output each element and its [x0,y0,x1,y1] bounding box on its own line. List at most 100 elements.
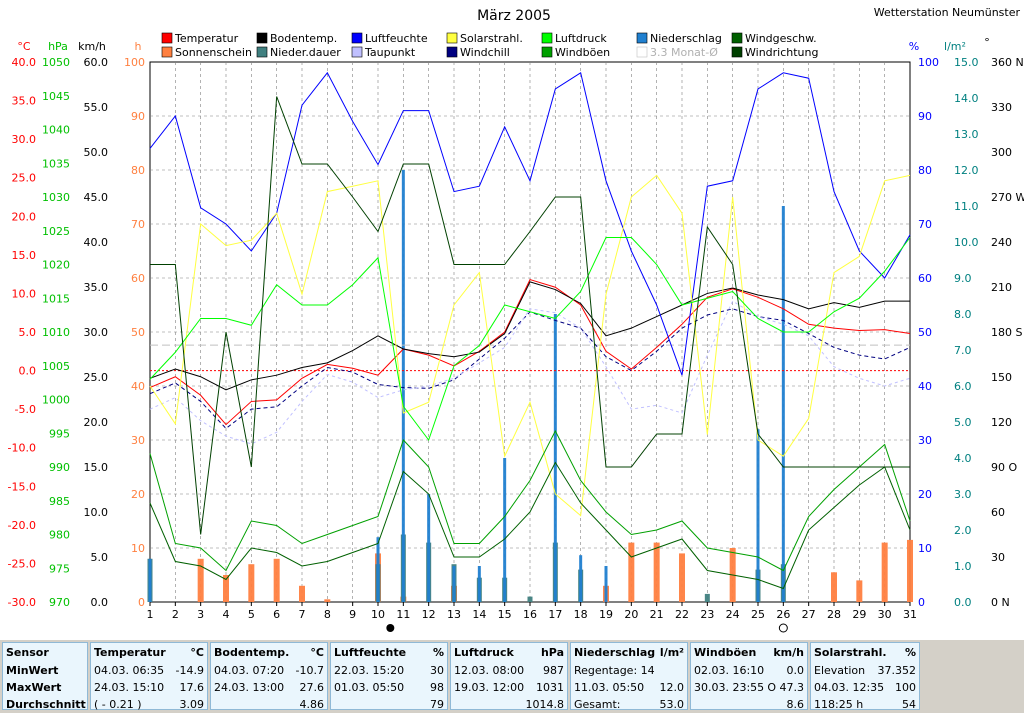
axis-tick-label: 20.0 [84,416,109,429]
axis-tick-label: 90 O [991,461,1017,474]
legend-swatch [636,46,648,58]
axis-tick-label: 50.0 [84,146,109,159]
axis-tick-label: 0.0 [954,596,972,609]
x-tick-label: 14 [472,608,486,621]
bar-sonnenschein [299,585,305,602]
axis-tick-label: -25.0 [8,557,36,570]
axis-tick-label: 980 [49,529,70,542]
axis-tick-label: 13.0 [954,128,979,141]
stats-panel-heading: Solarstrahl. [814,646,887,659]
x-tick-label: 4 [223,608,230,621]
stats-cell-label: 11.03. 05:50 [574,681,645,694]
axis-tick-label: 15.0 [12,249,37,262]
bar-sonnenschein [273,558,280,602]
legend-label: Bodentemp. [270,32,337,45]
bar-niederschlag [604,566,608,602]
stats-cell-value: 37.352 [877,664,917,677]
x-tick-label: 29 [852,608,866,621]
bar-niederschlag [452,566,456,602]
x-tick-label: 15 [498,608,512,621]
axis-tick-label: 25.0 [12,172,37,185]
bar-sonnenschein [248,564,255,602]
axis-tick-label: 1035 [42,157,70,170]
axis-tick-label: 30.0 [84,326,109,339]
axis-tick-label: 40.0 [12,56,37,69]
axis-tick-label: 90 [131,110,145,123]
bar-niederschlag [579,555,583,602]
stats-panel: Niederschlag l/m² Regentage: 14 11.03. 05:5… [570,642,688,711]
stats-row: 12.03. 08:00 987 [454,663,564,679]
stats-row: 04.03. 12:35 100 [814,680,916,696]
axis-tick-label: 300 [991,146,1012,159]
stats-panel-heading: Sensor [6,646,49,659]
axis-tick-label: 80 [918,164,932,177]
legend-label: Windböen [555,46,610,59]
stats-panel: Solarstrahl.% Elevation 37.352 04.03. 12:35… [810,642,920,711]
stats-cell-value: 3.09 [179,698,205,711]
series-line-luftdruck [149,237,911,442]
axis-tick-label: 50 [918,326,932,339]
axis-unit-label: km/h [78,40,106,53]
bar-niederschlag [477,566,481,602]
stats-row: 02.03. 16:10 0.0 [694,663,804,679]
x-tick-label: 6 [273,608,280,621]
x-tick-label: 3 [197,608,204,621]
stats-panel-title: Luftfeuchte% [334,646,444,659]
legend-label: Taupunkt [364,46,416,59]
stats-cell-label: 01.03. 05:50 [334,681,405,694]
series-line-windgeschw [149,461,911,590]
axis-tick-label: 985 [49,495,70,508]
axis-tick-label: 35.0 [12,95,37,108]
axis-tick-label: -20.0 [8,519,36,532]
stats-row: 8.6 [694,697,805,713]
axis-tick-label: 1005 [42,360,70,373]
axis-tick-label: 1050 [42,56,70,69]
x-tick-label: 13 [447,608,461,621]
axis-tick-label: 20 [131,488,145,501]
stats-panel-unit: l/m² [659,646,684,659]
legend-swatch [541,32,553,44]
axis-tick-label: 1025 [42,225,70,238]
full-moon-icon [778,623,788,633]
axis-tick-label: 7.0 [954,344,972,357]
x-tick-label: 27 [802,608,816,621]
bar-sonnenschein [628,542,635,602]
stats-cell-label: 24.03. 13:00 [214,681,285,694]
stats-cell-value: 4.86 [299,698,325,711]
axis-tick-label: 55.0 [84,101,109,114]
bar-sonnenschein [197,558,204,602]
axis-unit-label: ° [984,36,990,49]
axis-tick-label: 4.0 [954,452,972,465]
axis-tick-label: 5.0 [19,326,37,339]
stats-panel-unit: km/h [773,646,804,659]
stats-cell-label: 02.03. 16:10 [694,664,765,677]
stats-cell-label: Regentage: 14 [574,664,655,677]
stats-panel-heading: Niederschlag [574,646,656,659]
axis-tick-label: 60 [991,506,1005,519]
x-tick-label: 5 [248,608,255,621]
stats-cell-value: 30 [430,664,444,677]
bar-niederschlag [427,494,431,602]
stats-row: 22.03. 15:20 30 [334,663,444,679]
axis-tick-label: 180 S [991,326,1022,339]
stats-cell-label: Durchschnitt [6,698,86,711]
axis-tick-label: 60 [131,272,145,285]
axis-tick-label: 10 [131,542,145,555]
x-tick-label: 22 [675,608,689,621]
axis-tick-label: 970 [49,596,70,609]
axis-tick-label: 60.0 [84,56,109,69]
axis-tick-label: 1010 [42,326,70,339]
axis-tick-label: 0 [138,596,145,609]
stats-panel-title: Windböen km/h [694,646,804,659]
x-tick-label: 18 [574,608,588,621]
axis-tick-label: 0 N [991,596,1010,609]
axis-tick-label: 20.0 [12,210,37,223]
stats-panel-title: Temperatur °C [94,646,204,659]
legend-label: Windgeschw. [745,32,817,45]
stats-panel: Windböen km/h 02.03. 16:10 0.0 30.03. 23:55 O… [690,642,808,713]
weather-chart: 1 2 3 4 5 6 7 8 9 10 11 12 13 14 15 16 17 18 19 20 21 22 23 24 2… [0,0,1024,640]
legend-swatch [256,46,268,58]
axis-tick-label: 100 [918,56,939,69]
x-tick-label: 19 [599,608,613,621]
axis-tick-label: -15.0 [8,480,36,493]
